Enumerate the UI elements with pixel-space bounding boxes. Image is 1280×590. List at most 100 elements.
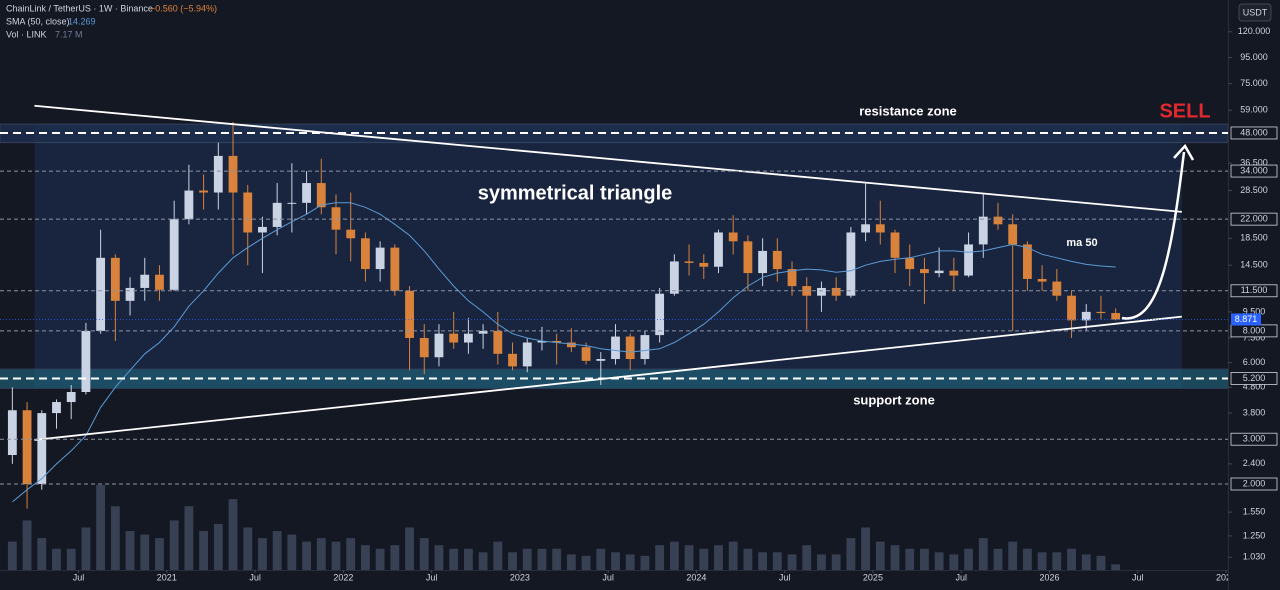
candle-body <box>1111 313 1121 320</box>
candle-body <box>375 247 385 270</box>
candle-body <box>213 155 223 193</box>
volume-bar <box>552 548 562 570</box>
volume-bar <box>831 554 841 570</box>
candle-body <box>611 336 620 360</box>
volume-bar <box>890 545 900 570</box>
pattern-box <box>34 124 1182 389</box>
volume-bar <box>920 548 929 570</box>
x-tick-label: Jul <box>602 572 614 582</box>
volume-bar <box>125 531 135 570</box>
volume-bar <box>478 552 488 570</box>
currency-label[interactable]: USDT <box>1243 7 1268 17</box>
volume-bar <box>228 499 238 570</box>
legend-volume-value: 7.17 M <box>55 29 83 39</box>
volume-bar <box>508 552 517 570</box>
candle-body <box>1008 224 1018 245</box>
volume-bar <box>199 531 209 570</box>
candle-body <box>272 202 282 227</box>
candle-body <box>478 330 488 334</box>
volume-bar <box>493 541 503 570</box>
y-tick-label: 36.500 <box>1240 158 1268 168</box>
candle-body <box>140 274 150 288</box>
currency-button[interactable] <box>1238 3 1272 22</box>
candle-body <box>993 216 1003 225</box>
volume-bar <box>96 485 106 570</box>
candle-body <box>390 247 400 291</box>
y-tick-label: 1.550 <box>1243 507 1266 517</box>
x-tick-label: 2027 <box>1216 572 1236 582</box>
candle-body <box>728 232 738 242</box>
x-tick-label: Jul <box>249 572 261 582</box>
x-tick-label: 2023 <box>510 572 530 582</box>
candle-body <box>920 269 929 274</box>
volume-bar <box>1052 552 1062 570</box>
arrow <box>1121 151 1186 320</box>
volume-bar <box>243 527 253 570</box>
volume-bar <box>949 554 959 570</box>
candle-body <box>581 347 591 361</box>
y-tick-label: 75.000 <box>1240 78 1268 88</box>
volume-bar <box>346 538 356 570</box>
candle-body <box>37 413 47 484</box>
level-label: 48.000 <box>1240 127 1268 137</box>
signal-label: SELL <box>1159 100 1210 122</box>
volume-bar <box>978 538 988 570</box>
candle-body <box>714 232 723 267</box>
x-tick-label: Jul <box>426 572 438 582</box>
y-tick-label: 6.000 <box>1243 357 1266 367</box>
candle-body <box>875 224 885 233</box>
volume-bar <box>1037 552 1047 570</box>
volume-bar <box>302 541 311 570</box>
level-box <box>1230 126 1278 140</box>
candle-body <box>655 293 665 336</box>
legend-volume: Vol · LINK <box>6 29 47 39</box>
candle-body <box>493 330 503 354</box>
volume-bar <box>787 554 797 570</box>
volume-bar <box>714 545 723 570</box>
level-box <box>1230 164 1278 178</box>
x-tick-label: 2026 <box>1039 572 1059 582</box>
candle-body <box>964 244 973 276</box>
volume-bar <box>596 548 606 570</box>
candle-body <box>831 287 841 296</box>
candle-body <box>7 410 17 456</box>
candle-body <box>243 192 253 233</box>
volume-bar <box>728 541 738 570</box>
x-tick-label: 2021 <box>157 572 177 582</box>
volume-bar <box>669 541 679 570</box>
candle-body <box>684 261 694 263</box>
candle-body <box>905 257 915 270</box>
candle-body <box>110 257 120 301</box>
legend-indicator: SMA (50, close) <box>6 16 70 26</box>
volume-bar <box>846 538 856 570</box>
level-label: 2.000 <box>1243 478 1266 488</box>
volume-bar <box>522 548 532 570</box>
volume-bar <box>419 538 429 570</box>
level-box <box>1230 432 1278 446</box>
candle-body <box>258 226 267 233</box>
candle-body <box>1022 244 1032 279</box>
candle-body <box>787 269 797 287</box>
x-tick-label: 2022 <box>333 572 353 582</box>
volume-bar <box>375 548 385 570</box>
level-label: 8.000 <box>1243 325 1266 335</box>
level-label: 11.500 <box>1241 285 1268 295</box>
candle-body <box>934 270 944 274</box>
volume-bar <box>169 520 179 570</box>
candle-body <box>861 224 870 233</box>
volume-bar <box>52 548 61 570</box>
price-axis: 120.000 95.000 75.000 59.000 36.500 28.500 18.… <box>1228 26 1278 562</box>
legend-title: ChainLink / TetherUS · 1W · Binance <box>6 3 153 13</box>
level-box <box>1230 372 1278 385</box>
candle-body <box>463 333 473 343</box>
volume-bar <box>140 534 150 570</box>
legend-change: −0.560 (−5.94%) <box>150 3 217 13</box>
volume-bar <box>655 545 665 570</box>
candle-body <box>949 270 959 276</box>
volume-bar <box>772 552 782 570</box>
candle-body <box>669 261 679 294</box>
candle-body <box>846 232 856 296</box>
level-box <box>1230 477 1278 491</box>
volume-bar <box>184 506 194 570</box>
volume-bar <box>66 548 76 570</box>
